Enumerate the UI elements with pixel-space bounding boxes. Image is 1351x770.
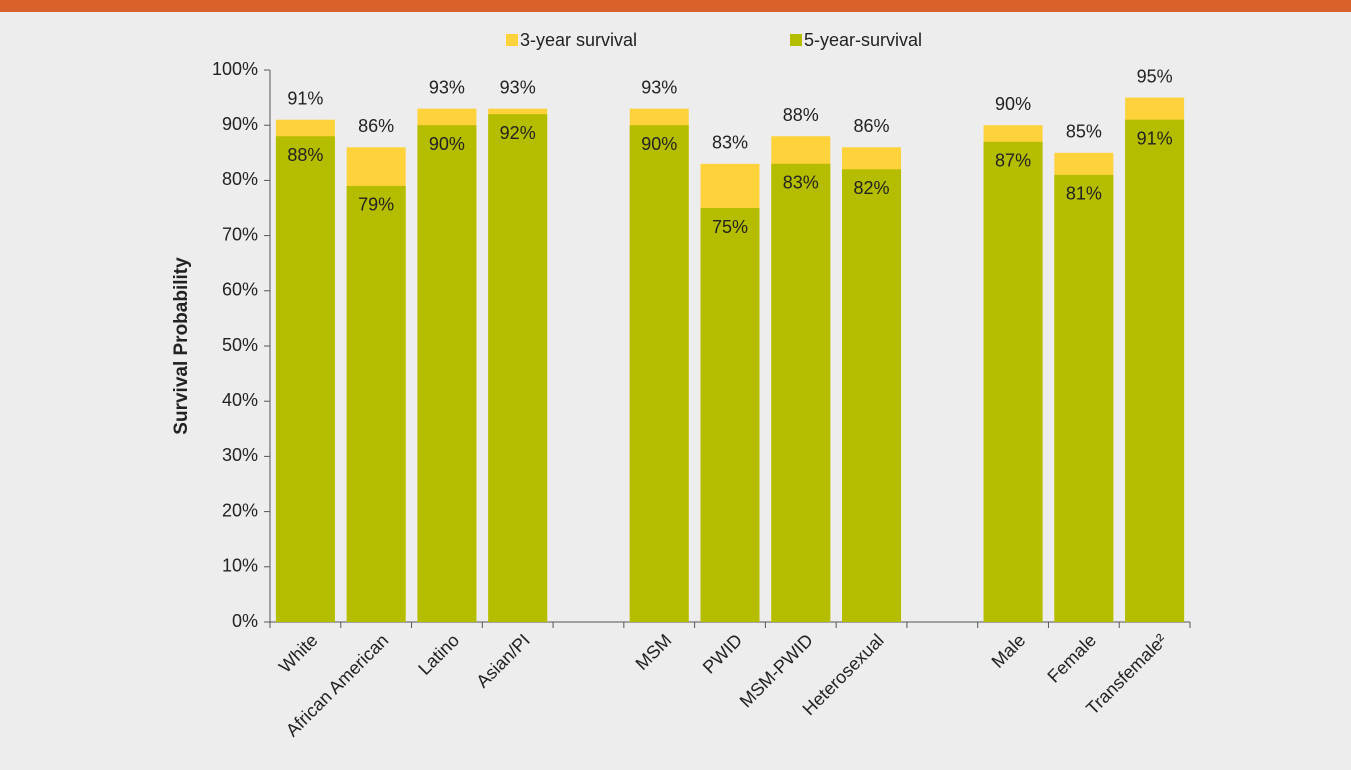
y-tick-label: 20%: [222, 500, 258, 520]
bar: [1054, 174, 1114, 622]
bar: [700, 208, 760, 622]
value-label: 75%: [712, 217, 748, 237]
y-tick-label: 80%: [222, 169, 258, 189]
value-label: 95%: [1137, 66, 1173, 86]
y-tick-label: 60%: [222, 280, 258, 300]
value-label: 91%: [287, 88, 323, 108]
bar: [488, 114, 548, 622]
y-tick-label: 90%: [222, 114, 258, 134]
value-label: 86%: [358, 116, 394, 136]
y-axis-label: Survival Probability: [171, 257, 192, 435]
legend-swatch: [790, 34, 802, 46]
value-label: 83%: [783, 173, 819, 193]
bar: [275, 136, 335, 623]
bar: [771, 163, 831, 622]
header-bar: [0, 0, 1351, 12]
value-label: 79%: [358, 195, 394, 215]
bar: [417, 125, 477, 622]
value-label: 88%: [783, 105, 819, 125]
value-label: 91%: [1137, 128, 1173, 148]
bar: [983, 141, 1043, 622]
legend-label: 3-year survival: [520, 30, 637, 50]
bar: [842, 169, 902, 623]
value-label: 90%: [641, 134, 677, 154]
value-label: 88%: [287, 145, 323, 165]
y-tick-label: 70%: [222, 224, 258, 244]
legend-swatch: [506, 34, 518, 46]
y-tick-label: 100%: [212, 59, 258, 79]
y-tick-label: 10%: [222, 556, 258, 576]
bar: [1125, 119, 1185, 623]
value-label: 85%: [1066, 122, 1102, 142]
value-label: 90%: [995, 94, 1031, 114]
bar: [346, 185, 406, 623]
y-tick-label: 50%: [222, 335, 258, 355]
value-label: 93%: [641, 77, 677, 97]
y-tick-label: 40%: [222, 390, 258, 410]
legend-label: 5-year-survival: [804, 30, 922, 50]
value-label: 87%: [995, 151, 1031, 171]
value-label: 81%: [1066, 184, 1102, 204]
value-label: 90%: [429, 134, 465, 154]
value-label: 83%: [712, 133, 748, 153]
value-label: 82%: [854, 178, 890, 198]
value-label: 92%: [500, 123, 536, 143]
value-label: 86%: [854, 116, 890, 136]
value-label: 93%: [429, 77, 465, 97]
y-tick-label: 30%: [222, 445, 258, 465]
bar: [629, 125, 689, 622]
value-label: 93%: [500, 77, 536, 97]
y-tick-label: 0%: [232, 611, 258, 631]
